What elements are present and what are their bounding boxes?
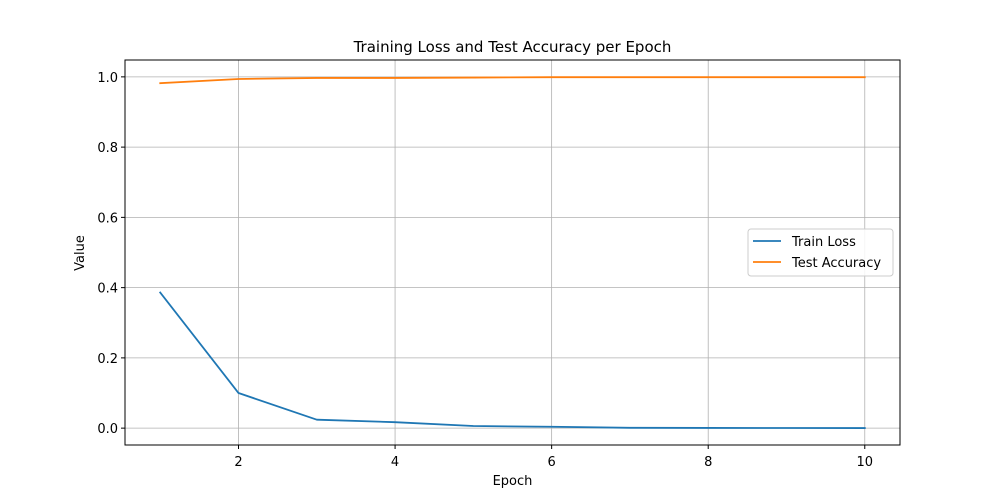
legend-label-test-accuracy: Test Accuracy	[791, 256, 881, 271]
x-tick-label: 8	[704, 455, 712, 470]
train-loss-line	[158, 291, 866, 429]
chart-title: Training Loss and Test Accuracy per Epoc…	[353, 38, 672, 56]
legend-label-train-loss: Train Loss	[791, 235, 856, 250]
y-tick-label: 0.2	[97, 352, 118, 367]
y-tick-label: 0.4	[97, 282, 118, 297]
x-tick-label: 6	[548, 455, 556, 470]
y-tick-label: 0.8	[97, 141, 118, 156]
y-tick-label: 0.6	[97, 211, 118, 226]
test-accuracy-line	[159, 76, 866, 85]
plot-area-border	[124, 59, 901, 446]
x-tick-label: 10	[856, 455, 873, 470]
y-axis-label: Value	[73, 235, 88, 271]
y-tick-label: 1.0	[97, 71, 118, 86]
x-tick-label: 2	[234, 455, 242, 470]
axis-ticks: 2 4 6 8 10 0.0 0.2 0.4 0.6 0.8 1.0	[97, 71, 873, 470]
x-axis-label: Epoch	[493, 474, 533, 489]
legend-box	[747, 228, 894, 277]
x-tick-label: 4	[391, 455, 399, 470]
y-tick-label: 0.0	[97, 422, 118, 437]
series-lines	[158, 76, 866, 429]
legend: Train Loss Test Accuracy	[747, 228, 894, 277]
